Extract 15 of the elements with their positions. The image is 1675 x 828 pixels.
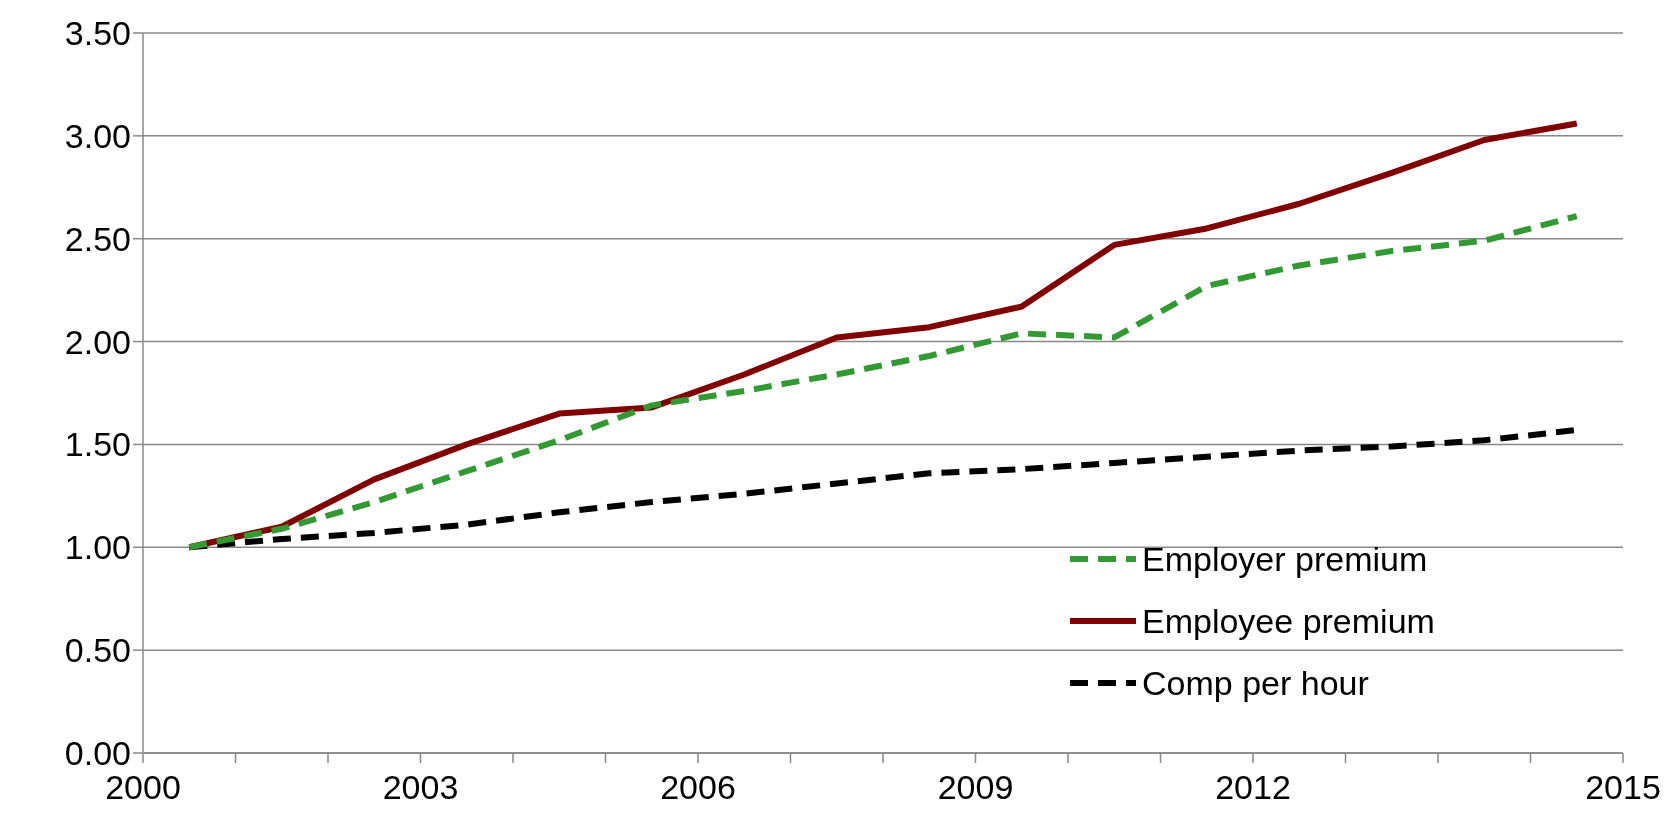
- x-tick-label: 2012: [1215, 768, 1291, 807]
- x-tick-label: 2015: [1585, 768, 1661, 807]
- y-tick-label: 3.00: [64, 116, 131, 155]
- x-tick-label: 2006: [660, 768, 736, 807]
- y-tick-label: 1.50: [64, 425, 131, 464]
- legend-label: Employer premium: [1142, 539, 1428, 580]
- y-tick-label: 2.00: [64, 322, 131, 361]
- legend-label: Employee premium: [1142, 601, 1435, 642]
- x-tick-label: 2003: [382, 768, 459, 807]
- y-tick-label: 1.00: [64, 528, 131, 567]
- legend-label: Comp per hour: [1142, 663, 1369, 704]
- y-tick-label: 0.50: [64, 631, 131, 670]
- x-tick-label: 2009: [937, 768, 1014, 807]
- y-tick-label: 3.50: [64, 14, 131, 53]
- y-tick-label: 2.50: [64, 219, 131, 258]
